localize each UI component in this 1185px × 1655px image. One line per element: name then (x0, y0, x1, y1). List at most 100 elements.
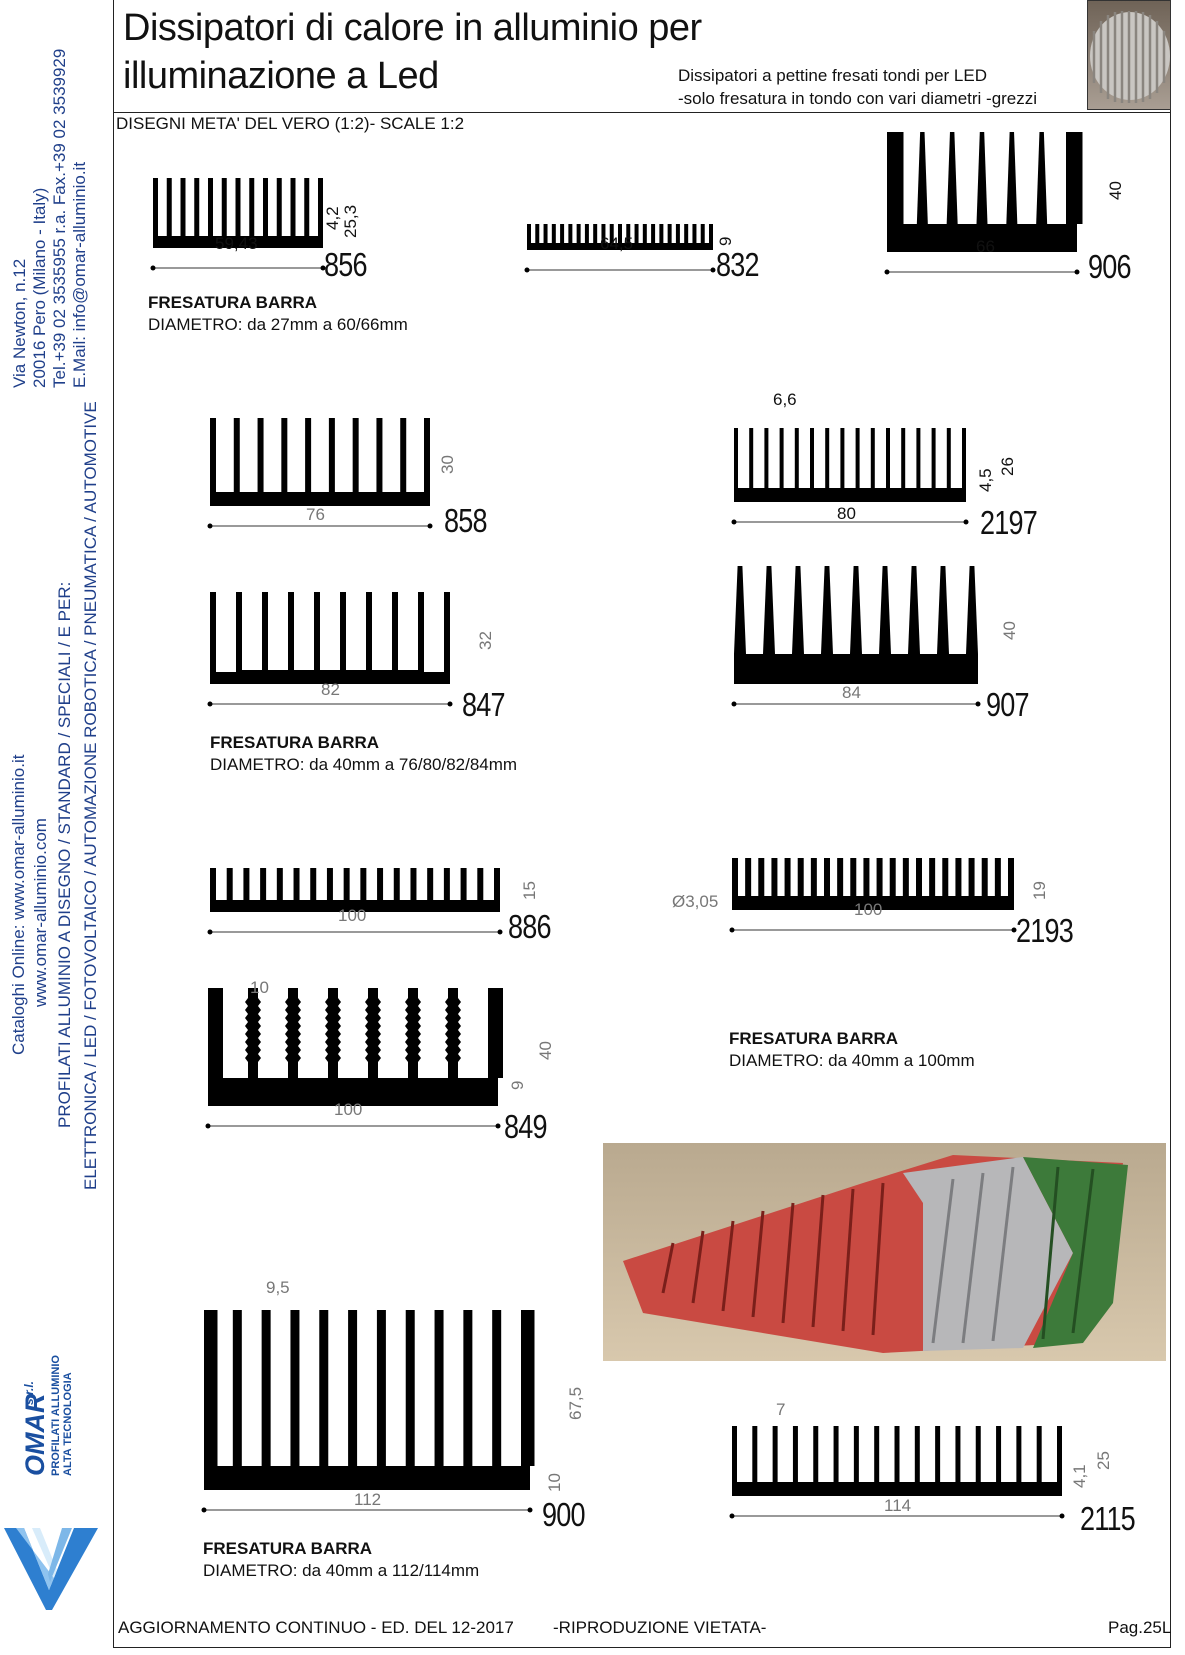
profile-fin (410, 868, 417, 900)
fin-serration (285, 1030, 301, 1038)
profile-fin (405, 1310, 415, 1466)
width-dimension-2193: 100 (854, 900, 883, 919)
dimension-label-849: 40 (536, 1041, 555, 1060)
profile-code-847: 847 (462, 686, 506, 723)
fin-serration (245, 1054, 261, 1062)
profile-fin (779, 428, 784, 488)
dimension-label-900: 10 (545, 1473, 564, 1492)
fin-serration (245, 1030, 261, 1038)
profile-fin (377, 868, 384, 900)
profile-fin (535, 224, 540, 243)
company-address: Via Newton, n.12 20016 Pero (Milano - It… (10, 49, 90, 388)
profile-fin (1006, 132, 1018, 224)
profile-fin (659, 224, 664, 243)
profile-fin (352, 418, 359, 492)
profile-fin (792, 1426, 798, 1482)
profile-fin (328, 418, 335, 492)
profile-fin (400, 418, 407, 492)
profile-fin (593, 224, 598, 243)
profile-base (210, 492, 430, 506)
profile-fin (348, 1310, 358, 1466)
mount-slot (216, 664, 236, 672)
dimension-label-906: 40 (1106, 181, 1125, 200)
catalog-links: Cataloghi Online: www.omar-alluminio.it … (8, 755, 52, 1055)
logo-v-icon (4, 1528, 98, 1610)
profile-fin (262, 592, 268, 670)
dimension-endpoint (427, 523, 433, 529)
profile-fin (343, 868, 350, 900)
fin-serration (245, 998, 261, 1006)
fin-serration (285, 1046, 301, 1054)
profile-fin (584, 224, 589, 243)
profile-code-906: 906 (1088, 248, 1132, 285)
profile-fin (955, 1426, 961, 1482)
fin-serration (245, 1022, 261, 1030)
profile-fin (290, 1310, 300, 1466)
profile-fin (797, 858, 804, 896)
profile-fin (226, 868, 233, 900)
dimension-endpoint (447, 701, 453, 707)
profile-fin (276, 868, 283, 900)
profile-base (153, 236, 323, 248)
dimension-label-2115: 25 (1094, 1451, 1113, 1470)
dimension-endpoint (150, 265, 156, 271)
profile-fin (194, 178, 200, 236)
fin-serration (405, 1046, 421, 1054)
profile-fin (810, 858, 817, 896)
profile-fin (840, 428, 845, 488)
header-divider (113, 112, 1171, 113)
profile-fin (813, 1426, 819, 1482)
profile-fin (914, 1426, 920, 1482)
profile-fin (955, 858, 962, 896)
width-dimension-907: 84 (842, 683, 861, 702)
profile-fin (886, 428, 890, 488)
profile-fin (1036, 132, 1048, 224)
milling-note-1: FRESATURA BARRA DIAMETRO: da 27mm a 60/6… (148, 292, 408, 336)
dimension-endpoint (201, 1507, 207, 1513)
profile-fin (261, 1310, 271, 1466)
profile-code-2115: 2115 (1080, 1500, 1136, 1537)
heatsink-profile-858 (207, 418, 433, 529)
fin-serration (365, 1038, 381, 1046)
fin-serration (365, 1006, 381, 1014)
catalog-link-com[interactable]: www.omar-alluminio.com (31, 818, 50, 1007)
catalog-link-it[interactable]: Cataloghi Online: www.omar-alluminio.it (9, 754, 28, 1055)
milling-diameter: DIAMETRO: da 40mm a 76/80/82/84mm (210, 755, 518, 774)
profile-fin (543, 224, 548, 243)
profile-fin (249, 178, 255, 236)
heatsink-profile-907 (731, 566, 981, 707)
profile-fin (889, 858, 896, 896)
title-line-1: Dissipatori di calore in alluminio per (123, 7, 702, 49)
fin-serration (365, 1022, 381, 1030)
profile-fin (1066, 132, 1083, 224)
profile-fin (319, 1310, 329, 1466)
profile-fin (908, 566, 920, 654)
profile-fin (208, 988, 223, 1078)
dimension-endpoint (320, 265, 326, 271)
profile-fin (833, 1426, 839, 1482)
profile-fin (996, 1426, 1002, 1482)
profile-code-858: 858 (444, 502, 488, 539)
profile-fin (576, 224, 581, 243)
profile-fin (734, 428, 738, 488)
heatsink-profile-2193 (729, 858, 1017, 933)
page-title: Dissipatori di calore in alluminio per i… (123, 4, 702, 100)
profile-fin (210, 418, 216, 492)
width-dimension-900: 112 (354, 1490, 382, 1509)
heatsink-profile-2197 (731, 428, 969, 525)
profile-fin (901, 428, 906, 488)
fin-serration (325, 1030, 341, 1038)
profile-fin (946, 132, 958, 224)
milling-diameter: DIAMETRO: da 40mm a 112/114mm (203, 1561, 480, 1580)
profile-fin (916, 132, 928, 224)
sector-line-2: ELETTRONICA / LED / FOTOVOLTAICO / AUTOM… (81, 401, 100, 1190)
profile-fin (968, 858, 975, 896)
profile-fin (236, 592, 242, 670)
profile-fin (488, 988, 503, 1078)
profile-fin (837, 858, 844, 896)
dimension-endpoint (710, 267, 716, 273)
profile-fin (1016, 1426, 1022, 1482)
fin-serration (445, 1014, 461, 1022)
profile-fin (887, 132, 904, 224)
profile-fin (994, 858, 1001, 896)
